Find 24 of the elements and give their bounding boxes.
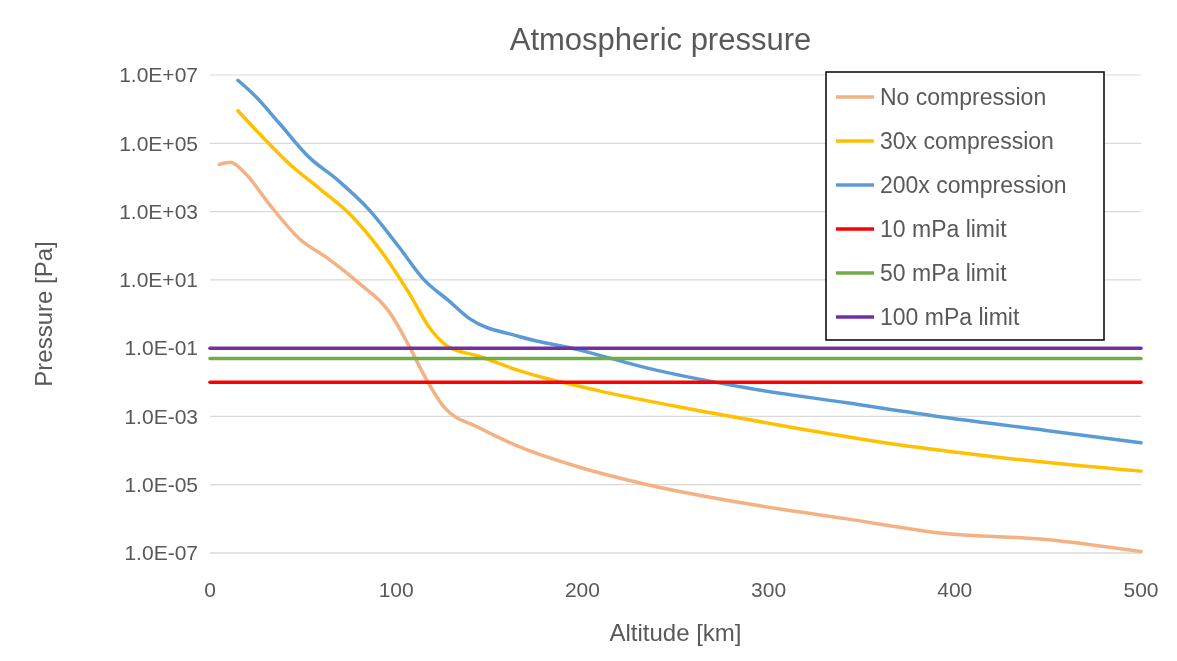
legend-label: 200x compression <box>880 172 1067 199</box>
y-tick-label: 1.0E-03 <box>124 404 198 428</box>
y-axis-title: Pressure [Pa] <box>30 241 57 387</box>
legend-label: 30x compression <box>880 128 1054 155</box>
y-tick-label: 1.0E-07 <box>124 541 198 565</box>
y-tick-label: 1.0E-01 <box>124 336 198 360</box>
y-tick-label: 1.0E+03 <box>119 199 198 223</box>
y-tick-label: 1.0E-05 <box>124 473 198 497</box>
y-tick-label: 1.0E+07 <box>119 63 198 87</box>
x-tick-label: 0 <box>204 578 216 601</box>
legend-label: 50 mPa limit <box>880 260 1008 287</box>
y-tick-label: 1.0E+01 <box>119 268 198 292</box>
line-series <box>217 160 1143 554</box>
legend-label: No compression <box>880 84 1047 111</box>
x-tick-label: 100 <box>378 578 414 601</box>
y-tick-label: 1.0E+05 <box>119 131 198 155</box>
x-tick-label: 300 <box>751 578 787 601</box>
legend-label: 100 mPa limit <box>880 304 1020 331</box>
x-tick-label: 400 <box>937 578 973 601</box>
x-tick-label: 200 <box>564 578 600 601</box>
x-tick-label: 500 <box>1123 578 1159 601</box>
chart-title: Atmospheric pressure <box>509 22 812 57</box>
x-axis-title: Altitude [km] <box>609 619 742 646</box>
legend-label: 10 mPa limit <box>880 216 1008 243</box>
